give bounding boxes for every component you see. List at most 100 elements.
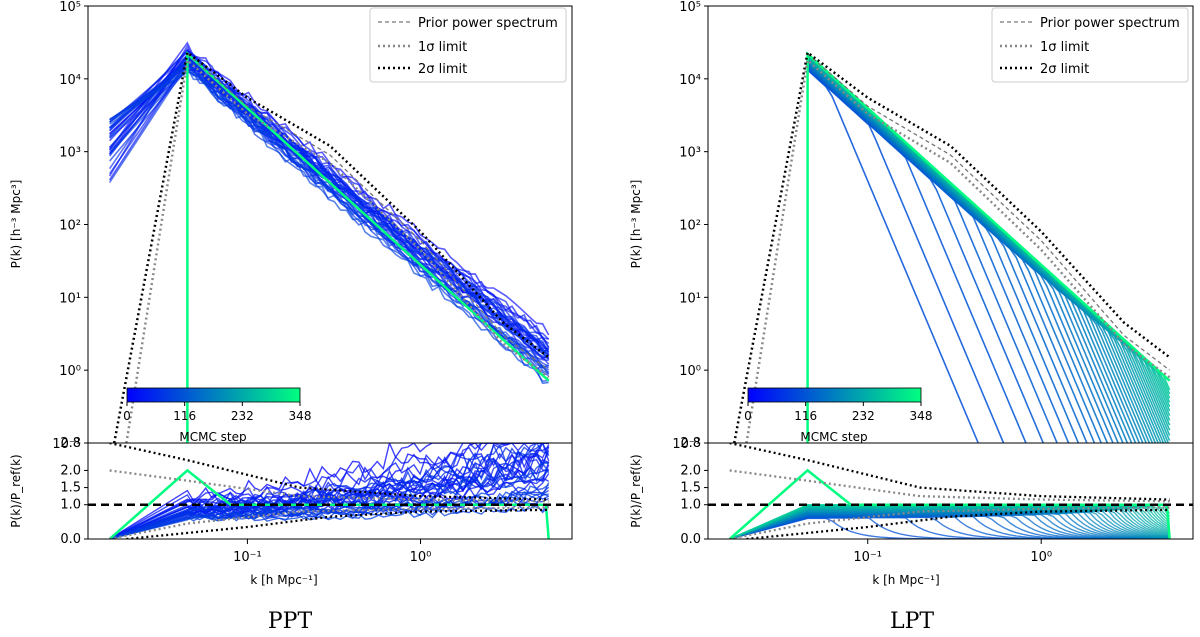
- lpt-lower-plot: 0.0 1.0 1.5 2.0 2.8 10⁻¹ 10⁰ P(k)/P_ref(k) k …: [629, 436, 1194, 587]
- ppt-chain-ratio-line: [109, 443, 549, 539]
- ppt-lower-frame: [87, 442, 573, 540]
- lpt-upper-ylabel: P(k) [h⁻³ Mpc³]: [629, 180, 643, 269]
- ppt-chain-ratio-line: [109, 443, 549, 539]
- lpt-lower-yticks: 0.0 1.0 1.5 2.0 2.8: [680, 436, 708, 547]
- lpt-colorbar-tick-label: 116: [794, 409, 817, 423]
- lpt-upper-ytick-label: 10⁰: [679, 364, 701, 379]
- lpt-xtick-label: 10⁰: [1030, 550, 1052, 565]
- ppt-sigma-ratio-line: [109, 506, 549, 539]
- ppt-colorbar: 0 116 232 348 MCMC step: [123, 387, 311, 444]
- lpt-lower-ytick-label: 2.8: [680, 436, 701, 451]
- lpt-upper-ytick-label: 10²: [679, 219, 701, 234]
- lpt-colorbar-tick-label: 348: [910, 409, 933, 423]
- ppt-lower-yticks: 0.0 1.0 1.5 2.0 2.8: [60, 436, 88, 547]
- lpt-upper-plot: 10⁻¹ 10⁰ 10¹ 10² 10³ 10⁴ 10⁵ P(k) [h⁻³ Mpc³]: [629, 0, 1194, 452]
- lpt-chain-line: [807, 62, 1133, 443]
- ppt-upper-ytick-label: 10⁰: [59, 364, 81, 379]
- lpt-legend-label-1sigma: 1σ limit: [1040, 40, 1089, 55]
- ppt-series-0: [186, 53, 550, 371]
- ppt-xlabel: k [h Mpc⁻¹]: [250, 573, 317, 587]
- ppt-legend-label-prior: Prior power spectrum: [418, 16, 558, 31]
- ppt-xtick-label: 10⁻¹: [233, 550, 262, 565]
- ppt-lower-ytick-label: 1.0: [60, 498, 81, 513]
- ppt-upper-ytick-label: 10³: [59, 146, 81, 161]
- ppt-colorbar-tick-label: 0: [123, 409, 131, 423]
- ppt-chain-ratio-line: [109, 482, 550, 539]
- lpt-upper-ytick-label: 10⁻¹: [672, 437, 701, 452]
- lpt-series-2: [733, 50, 1171, 443]
- ppt-lower-ylabel: P(k)/P_ref(k): [9, 454, 23, 527]
- ppt-upper-ytick-label: 10⁻¹: [52, 437, 81, 452]
- lpt-sigma-ratio-line: [729, 469, 1170, 503]
- ppt-lower-ytick-label: 1.5: [60, 481, 81, 496]
- ppt-sigma-ratio-line: [109, 469, 549, 503]
- ppt-legend: Prior power spectrum 1σ limit 2σ limit: [369, 7, 567, 83]
- ppt-upper-ylabel: P(k) [h⁻³ Mpc³]: [9, 180, 23, 269]
- lpt-series-1: [745, 57, 1171, 443]
- lpt-upper-yticks: 10⁻¹ 10⁰ 10¹ 10² 10³ 10⁴ 10⁵: [672, 0, 708, 452]
- ppt-upper-plot: 10⁻¹ 10⁰ 10¹ 10² 10³ 10⁴ 10⁵ P(k) [h⁻³ Mpc³]: [9, 0, 573, 452]
- lpt-legend-label-prior: Prior power spectrum: [1040, 16, 1180, 31]
- lpt-chain-line: [807, 64, 1114, 443]
- lpt-final-ratio-line: [728, 468, 1171, 539]
- lpt-xtick-label: 10⁻¹: [853, 550, 882, 565]
- lpt-colorbar-tick-label: 232: [852, 409, 875, 423]
- lpt-legend-label-2sigma: 2σ limit: [1040, 62, 1089, 77]
- lpt-chain-line: [807, 61, 1137, 443]
- lpt-title: LPT: [890, 609, 934, 634]
- ppt-sigma-ratio-line: [126, 508, 549, 539]
- ppt-chain-line: [108, 63, 550, 367]
- lpt-lower-ytick-label: 0.0: [680, 532, 701, 547]
- lpt-xticks: 10⁻¹ 10⁰: [853, 539, 1052, 565]
- lpt-series-0: [807, 53, 1171, 371]
- ppt-chain-line: [109, 59, 550, 356]
- ppt-upper-ytick-label: 10²: [59, 219, 81, 234]
- ppt-legend-box: [369, 7, 567, 83]
- lpt-colorbar-gradient: [747, 387, 922, 403]
- lpt-chain-line: [807, 63, 1124, 443]
- ppt-lower-lines: [88, 443, 572, 539]
- ppt-lower-ytick-label: 2.0: [60, 463, 81, 478]
- lpt-upper-ytick-label: 10¹: [679, 291, 701, 306]
- lpt-colorbar: 0 116 232 348 MCMC step: [744, 387, 932, 444]
- lpt-colorbar-tick-label: 0: [744, 409, 752, 423]
- ppt-chain-line: [109, 50, 550, 348]
- ppt-colorbar-tick-label: 232: [231, 409, 254, 423]
- lpt-legend: Prior power spectrum 1σ limit 2σ limit: [991, 7, 1189, 83]
- ppt-upper-lines: [108, 41, 550, 443]
- ppt-chain-line: [109, 66, 549, 385]
- lpt-chain-line: [807, 62, 1129, 443]
- ppt-upper-ytick-label: 10¹: [59, 291, 81, 306]
- lpt-chain-line: [807, 69, 980, 443]
- lpt-lower-ytick-label: 1.0: [680, 498, 701, 513]
- ppt-chain-ratio-line: [109, 484, 550, 539]
- ppt-sigma-ratio-line: [109, 443, 549, 501]
- lpt-lower-ytick-label: 2.0: [680, 463, 701, 478]
- ppt-series-2: [112, 50, 550, 443]
- ppt-legend-label-2sigma: 2σ limit: [418, 62, 467, 77]
- ppt-final-ratio-line: [108, 468, 550, 539]
- ppt-xticks: 10⁻¹ 10⁰: [233, 539, 431, 565]
- ppt-upper-ytick-label: 10⁴: [59, 73, 81, 88]
- lpt-lower-ytick-label: 1.5: [680, 481, 701, 496]
- lpt-upper-ytick-label: 10⁴: [679, 73, 701, 88]
- ppt-panel: 10⁻¹ 10⁰ 10¹ 10² 10³ 10⁴ 10⁵ P(k) [h⁻³ Mpc³] 0…: [9, 0, 573, 634]
- ppt-colorbar-ticks: 0 116 232 348: [123, 402, 311, 423]
- ppt-chain-ratio-line: [109, 443, 549, 539]
- lpt-lower-frame: [707, 442, 1194, 540]
- ppt-chain-ratio-line: [109, 450, 549, 539]
- lpt-colorbar-ticks: 0 116 232 348: [744, 402, 932, 423]
- lpt-sigma-ratio-line: [746, 508, 1170, 539]
- ppt-chain-line: [109, 66, 549, 383]
- lpt-chain-line: [807, 61, 1141, 443]
- ppt-colorbar-tick-label: 348: [289, 409, 312, 423]
- lpt-legend-box: [991, 7, 1189, 83]
- lpt-upper-ytick-label: 10⁵: [679, 0, 701, 15]
- ppt-title: PPT: [268, 609, 313, 634]
- ppt-upper-yticks: 10⁻¹ 10⁰ 10¹ 10² 10³ 10⁴ 10⁵: [52, 0, 88, 452]
- ppt-colorbar-label: MCMC step: [179, 430, 246, 444]
- lpt-xlabel: k [h Mpc⁻¹]: [872, 573, 939, 587]
- ppt-upper-ytick-label: 10⁵: [59, 0, 81, 15]
- ppt-chain-ratio-line: [109, 503, 550, 539]
